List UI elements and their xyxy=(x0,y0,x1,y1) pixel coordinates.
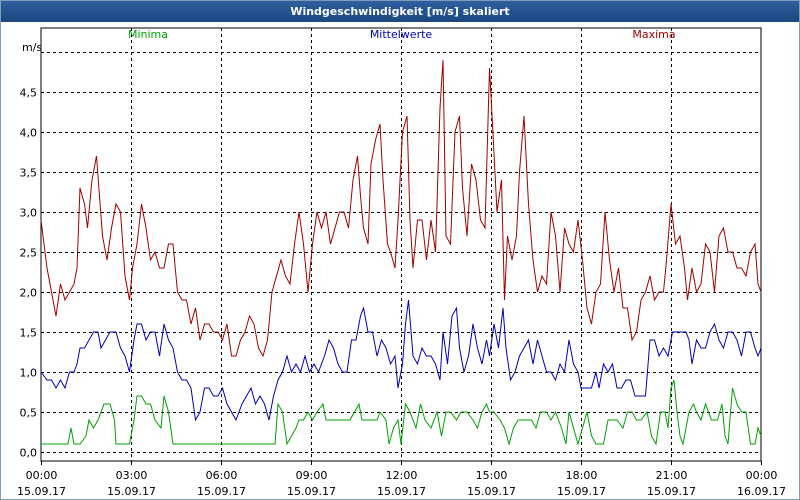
x-tick-date-label: 15.09.17 xyxy=(17,485,66,498)
x-tick-date-label: 15.09.17 xyxy=(107,485,156,498)
y-tick-label: 4,0 xyxy=(20,127,38,140)
legend-mittelwerte: Mittelwerte xyxy=(370,28,433,41)
x-tick-time-label: 18:00 xyxy=(566,469,598,482)
x-tick-date-label: 15.09.17 xyxy=(557,485,606,498)
y-tick-label: 3,5 xyxy=(20,167,38,180)
x-tick-time-label: 15:00 xyxy=(476,469,508,482)
x-tick-date-label: 15.09.17 xyxy=(377,485,426,498)
x-tick-time-label: 00:00 xyxy=(746,469,778,482)
x-tick-date-label: 15.09.17 xyxy=(467,485,516,498)
x-tick-time-label: 06:00 xyxy=(206,469,238,482)
x-tick-time-label: 09:00 xyxy=(296,469,328,482)
y-tick-label: 1,5 xyxy=(20,327,38,340)
series-line-mittelwerte xyxy=(40,299,762,422)
x-tick-time-label: 00:00 xyxy=(26,469,58,482)
legend-minima: Minima xyxy=(128,28,168,41)
x-tick-time-label: 03:00 xyxy=(116,469,148,482)
wind-speed-chart: 0,0 0,5 1,0 1,5 2,0 2,5 3,0 3,5 4,0 4,5 m/s 00:00 15… xyxy=(17,27,786,498)
window-title: Windgeschwindigkeit [m/s] skaliert xyxy=(1,1,799,22)
y-tick-label: 1,0 xyxy=(20,367,38,380)
x-tick-date-label: 15.09.17 xyxy=(287,485,336,498)
y-tick-label: 0,5 xyxy=(20,407,38,420)
x-tick-date-label: 15.09.17 xyxy=(647,485,696,498)
x-tick-date-label: 15.09.17 xyxy=(197,485,246,498)
series-line-maxima xyxy=(40,59,762,358)
series-line-minima xyxy=(41,379,762,446)
y-tick-label: 0,0 xyxy=(20,447,38,460)
x-tick-time-label: 12:00 xyxy=(386,469,418,482)
y-tick-label: 3,0 xyxy=(20,207,38,220)
y-axis-unit: m/s xyxy=(22,41,42,54)
legend-maxima: Maxima xyxy=(632,28,675,41)
x-tick-date-label: 16.09.17 xyxy=(737,485,786,498)
x-tick-time-label: 21:00 xyxy=(656,469,688,482)
y-tick-label: 2,5 xyxy=(20,247,38,260)
y-tick-label: 4,5 xyxy=(20,87,38,100)
y-tick-label: 2,0 xyxy=(20,287,38,300)
